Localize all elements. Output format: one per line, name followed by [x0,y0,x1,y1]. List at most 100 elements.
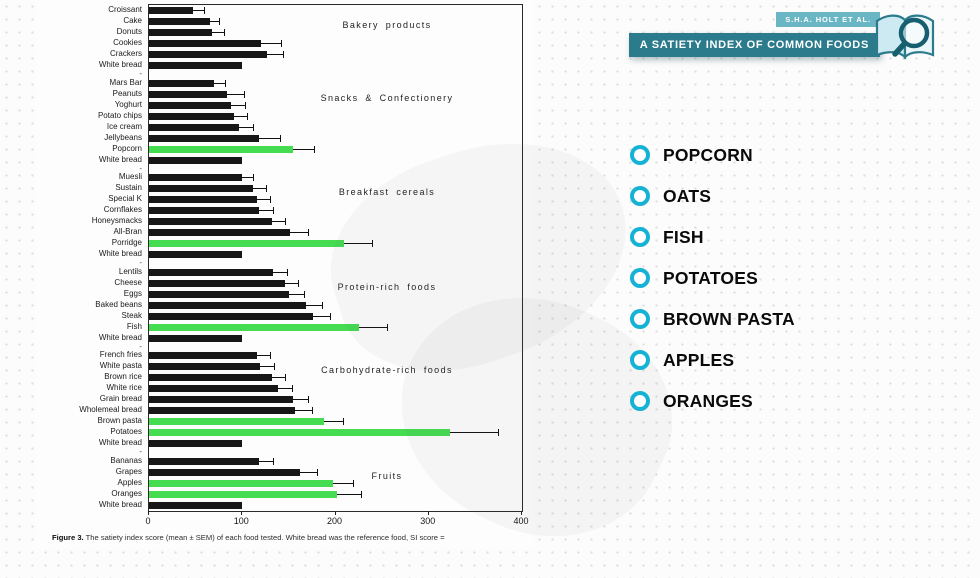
error-bar-cap [225,79,227,87]
error-bar [253,188,266,190]
food-label: APPLES [663,349,735,370]
food-label: OATS [663,185,712,206]
error-bar-cap [321,301,323,309]
bar [149,40,261,47]
bar [149,458,260,465]
error-bar [227,93,245,95]
error-bar-cap [298,279,300,287]
bar-highlighted [149,240,344,248]
error-bar [257,355,271,357]
food-label: ORANGES [663,390,753,411]
circle-bullet-icon [630,309,650,329]
bar-label: White bread [98,60,142,69]
x-axis-tick-label: 300 [420,516,436,526]
bar-label: Baked beans [95,299,142,309]
bar-label: Bananas [110,456,142,465]
error-bar-cap [285,374,287,382]
error-bar-cap [360,491,362,498]
error-bar [192,10,204,11]
bar-label: Potato chips [97,110,142,120]
error-bar-cap [279,134,281,142]
error-bar-cap [353,480,355,487]
error-bar-cap [244,90,246,98]
circle-bullet-icon [630,391,650,411]
bar-label: White bread [98,500,142,509]
error-bar-cap [285,218,287,226]
bar [149,363,260,371]
error-bar-cap [252,123,254,131]
error-bar [272,221,286,223]
bar [149,469,301,476]
bar [149,440,243,448]
bar [149,7,193,14]
error-bar [292,148,315,150]
error-bar-cap [246,112,248,120]
error-bar [324,421,343,423]
bar [149,334,243,342]
error-bar [292,399,309,401]
error-bar-cap [287,268,288,276]
title-badge: A SATIETY INDEX OF COMMON FOODS [628,33,880,57]
bar [149,123,239,131]
x-axis-tick-label: 100 [233,516,249,526]
bar-highlighted [149,323,359,331]
food-label: POPCORN [663,144,753,165]
error-bar-cap [386,323,388,331]
list-item: POTATOES [630,266,795,290]
circle-bullet-icon [630,186,650,206]
error-bar [272,377,286,379]
chart-group-title: Carbohydrate-rich foods [321,365,453,376]
x-axis-tick-label: 0 [145,516,151,526]
figure-caption: Figure 3. The satiety index score (mean … [52,533,522,542]
error-bar [259,366,274,368]
bar [149,79,215,87]
figure-caption-text: The satiety index score (mean ± SEM) of … [83,533,445,542]
bar-label: Peanuts [112,88,142,98]
chart-x-axis: 0 100 200 300 400 [145,511,529,533]
bar-highlighted [149,480,333,487]
bar-highlighted [149,145,293,153]
bar [149,90,228,98]
circle-bullet-icon [630,227,650,247]
x-axis-tick-label: 400 [513,516,529,526]
error-bar [289,232,308,234]
chart-group-title: Fruits [371,471,403,481]
chart-group-title: Bakery products [342,20,432,30]
bar-label: Mars Bar [109,77,142,87]
group-separator-dash: - [139,258,142,268]
error-bar-cap [204,7,206,14]
error-bar [238,126,253,128]
x-axis-tick [334,511,336,515]
bar-label: White pasta [99,361,142,371]
bar-label: Muesli [118,172,142,182]
bar [149,101,232,109]
bar-label: Cornflakes [103,205,142,215]
list-item: BROWN PASTA [630,307,795,331]
bar [149,312,314,320]
x-axis-tick [521,511,522,515]
error-bar [231,104,246,106]
error-bar-cap [265,185,267,193]
circle-bullet-icon [630,350,650,370]
chart-group-title: Protein-rich foods [337,281,437,292]
open-book-magnifier-svg [875,14,935,60]
bar-label: Potatoes [110,427,142,437]
figure-panel: Croissant Cake Donuts Cookies Crackers White … [36,0,534,548]
bar [149,374,273,382]
bar-label: Sustain [115,183,142,193]
error-bar [259,137,280,139]
bar [149,301,306,309]
circle-bullet-icon [630,268,650,288]
bar [149,174,243,182]
x-axis-tick [427,511,429,515]
error-bar-cap [497,429,499,437]
bar-label: Honeysmacks [91,216,142,226]
error-bar-cap [291,385,293,393]
error-bar-cap [371,240,373,248]
bar-label: Brown pasta [97,416,142,426]
bar [149,251,243,259]
error-bar [257,199,271,201]
bar-label: Porridge [111,238,142,248]
open-book-magnifier-icon [872,7,938,69]
error-bar-cap [342,418,344,426]
